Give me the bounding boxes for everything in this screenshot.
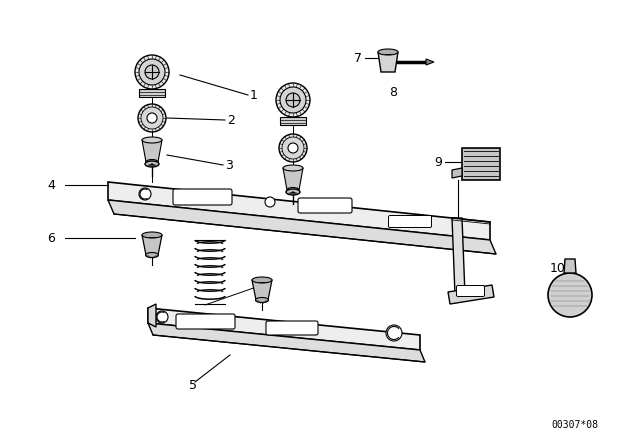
Ellipse shape [145,253,159,258]
Ellipse shape [287,188,299,193]
Polygon shape [283,168,303,190]
Polygon shape [108,182,490,240]
Circle shape [276,83,310,117]
Polygon shape [142,140,162,162]
Circle shape [386,325,402,341]
Polygon shape [142,235,162,255]
Polygon shape [139,89,165,97]
Circle shape [288,143,298,153]
Circle shape [282,137,304,159]
Text: 4: 4 [47,178,55,191]
Circle shape [265,197,275,207]
Polygon shape [252,280,272,300]
Text: 10: 10 [550,262,566,275]
Text: 9: 9 [434,155,442,168]
Circle shape [548,273,592,317]
Circle shape [279,134,307,162]
Circle shape [138,104,166,132]
Polygon shape [148,308,420,350]
Circle shape [145,65,159,79]
Ellipse shape [142,137,162,143]
Text: 2: 2 [227,113,235,126]
Ellipse shape [145,161,159,167]
Circle shape [156,311,168,323]
Ellipse shape [142,232,162,238]
FancyBboxPatch shape [173,189,232,205]
Text: 6: 6 [47,232,55,245]
Circle shape [135,55,169,89]
Polygon shape [564,259,576,273]
Circle shape [139,188,151,200]
FancyBboxPatch shape [456,285,484,297]
Polygon shape [148,304,156,327]
Ellipse shape [283,165,303,171]
Polygon shape [448,285,494,304]
Ellipse shape [252,277,272,283]
Ellipse shape [255,297,269,302]
FancyBboxPatch shape [266,321,318,335]
Text: 8: 8 [389,86,397,99]
Polygon shape [108,200,496,254]
Circle shape [147,113,157,123]
FancyBboxPatch shape [388,215,431,228]
Text: 1: 1 [250,89,258,102]
Text: 3: 3 [225,159,233,172]
Polygon shape [452,168,462,178]
Text: 7: 7 [354,52,362,65]
FancyBboxPatch shape [298,198,352,213]
Ellipse shape [146,159,158,164]
Circle shape [141,107,163,129]
Polygon shape [452,218,465,295]
Polygon shape [378,52,398,72]
Polygon shape [148,323,425,362]
Polygon shape [426,59,434,65]
Circle shape [286,93,300,107]
Circle shape [280,87,306,113]
FancyBboxPatch shape [462,148,500,180]
Polygon shape [280,117,306,125]
Text: 5: 5 [189,379,197,392]
Circle shape [139,59,165,85]
FancyBboxPatch shape [176,314,235,329]
Ellipse shape [378,49,398,55]
Text: 00307*08: 00307*08 [552,420,598,430]
Ellipse shape [286,189,300,195]
